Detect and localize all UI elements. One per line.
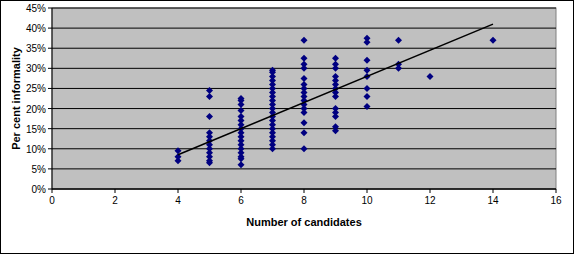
- y-tick: [48, 148, 52, 149]
- chart: 0% 5% 10% 15% 20% 25% 30% 35% 40% 45% 0 2 4 6 8 10 12 14 1…: [0, 0, 574, 254]
- x-tick-label: 6: [238, 195, 244, 206]
- y-tick: [48, 88, 52, 89]
- data-point: [364, 57, 371, 64]
- data-point: [364, 67, 371, 74]
- data-point: [332, 55, 339, 62]
- data-point: [206, 129, 213, 136]
- data-point: [364, 85, 371, 92]
- data-point: [301, 81, 308, 88]
- grid-line: [52, 168, 556, 169]
- y-tick-label: 35%: [26, 43, 46, 54]
- x-axis-title: Number of candidates: [246, 216, 362, 228]
- grid-line: [52, 128, 556, 129]
- grid-line: [52, 28, 556, 29]
- data-point: [301, 145, 308, 152]
- data-point: [206, 113, 213, 120]
- y-tick: [48, 128, 52, 129]
- y-tick-label: 10%: [26, 144, 46, 155]
- y-tick-label: 20%: [26, 104, 46, 115]
- data-point: [332, 73, 339, 80]
- y-tick: [48, 8, 52, 9]
- y-tick: [48, 68, 52, 69]
- x-tick-label: 0: [49, 195, 55, 206]
- x-tick: [52, 189, 53, 193]
- x-tick: [367, 189, 368, 193]
- outer-frame: [1, 1, 574, 254]
- data-point: [332, 105, 339, 112]
- data-point: [301, 55, 308, 62]
- data-point: [238, 95, 245, 102]
- data-point: [238, 161, 245, 168]
- x-tick: [304, 189, 305, 193]
- data-point: [206, 87, 213, 94]
- data-point: [332, 123, 339, 130]
- y-tick-label: 5%: [32, 164, 47, 175]
- x-tick-label: 8: [301, 195, 307, 206]
- data-point: [238, 113, 245, 120]
- data-point: [364, 103, 371, 110]
- x-tick-label: 4: [175, 195, 181, 206]
- y-tick-label: 45%: [26, 3, 46, 14]
- x-tick: [115, 189, 116, 193]
- y-tick: [48, 48, 52, 49]
- data-point: [332, 61, 339, 68]
- data-point: [301, 119, 308, 126]
- y-axis-title: Per cent informality: [10, 46, 22, 150]
- x-tick-label: 16: [550, 195, 562, 206]
- grid-line: [52, 48, 556, 49]
- data-point: [301, 129, 308, 136]
- grid-line: [52, 8, 556, 9]
- y-tick-label: 40%: [26, 23, 46, 34]
- data-point: [269, 67, 276, 74]
- y-tick: [48, 189, 52, 190]
- data-point: [395, 37, 402, 44]
- x-tick: [241, 189, 242, 193]
- data-point: [301, 75, 308, 82]
- y-tick: [48, 28, 52, 29]
- x-tick-label: 14: [487, 195, 499, 206]
- data-point: [301, 37, 308, 44]
- y-tick-label: 0%: [32, 184, 47, 195]
- x-tick-label: 2: [112, 195, 118, 206]
- plot-marks: [175, 24, 497, 168]
- data-point: [301, 61, 308, 68]
- y-tick-label: 30%: [26, 63, 46, 74]
- x-tick-label: 12: [424, 195, 436, 206]
- x-tick: [178, 189, 179, 193]
- data-point: [427, 73, 434, 80]
- grid-line: [52, 189, 556, 190]
- x-tick: [556, 189, 557, 193]
- x-tick-label: 10: [361, 195, 373, 206]
- data-point: [206, 93, 213, 100]
- data-point: [364, 35, 371, 42]
- y-tick-label: 25%: [26, 83, 46, 94]
- y-tick: [48, 108, 52, 109]
- y-tick: [48, 168, 52, 169]
- trend-line: [178, 24, 493, 155]
- data-point: [364, 93, 371, 100]
- plot-area: [52, 8, 556, 189]
- data-point: [238, 107, 245, 114]
- x-tick: [430, 189, 431, 193]
- x-axis: [52, 189, 556, 190]
- data-point: [490, 37, 497, 44]
- y-tick-label: 15%: [26, 124, 46, 135]
- y-axis: [52, 8, 53, 189]
- x-tick: [493, 189, 494, 193]
